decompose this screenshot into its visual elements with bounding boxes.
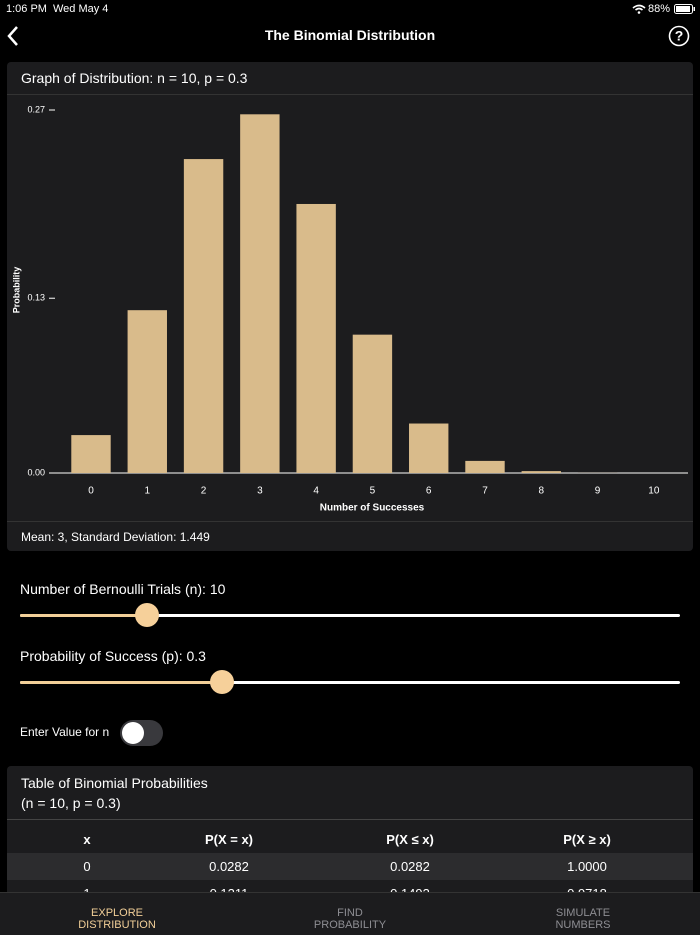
help-button[interactable]: ? bbox=[668, 25, 690, 47]
x-tick-label: 4 bbox=[313, 486, 319, 497]
x-tick-label: 9 bbox=[595, 486, 601, 497]
column-header: P(X = x) bbox=[139, 832, 319, 847]
divider bbox=[7, 521, 693, 522]
battery-text: 88% bbox=[648, 3, 670, 15]
tab[interactable]: SIMULATE NUMBERS bbox=[543, 907, 623, 931]
chart: Probability Number of Successes 0.00 0.13… bbox=[0, 95, 700, 520]
column-header: P(X ≥ x) bbox=[497, 832, 677, 847]
graph-summary: Mean: 3, Standard Deviation: 1.449 bbox=[21, 530, 210, 544]
bar bbox=[240, 114, 279, 473]
x-tick-label: 5 bbox=[370, 486, 376, 497]
p-slider[interactable] bbox=[20, 681, 680, 684]
y-tick-label: 0.00 bbox=[27, 467, 45, 477]
bar bbox=[184, 159, 223, 473]
table-card: Table of Binomial Probabilities (n = 10,… bbox=[7, 766, 693, 896]
x-tick-label: 8 bbox=[539, 486, 545, 497]
x-tick-label: 0 bbox=[88, 486, 94, 497]
x-axis-title: Number of Successes bbox=[320, 503, 425, 514]
bar bbox=[71, 435, 110, 473]
x-tick-label: 10 bbox=[648, 486, 660, 497]
slider-thumb[interactable] bbox=[210, 670, 234, 694]
table-cell: 0.0282 bbox=[139, 859, 319, 874]
status-date: Wed May 4 bbox=[53, 3, 108, 15]
nav-title: The Binomial Distribution bbox=[0, 27, 700, 43]
table-subtitle: (n = 10, p = 0.3) bbox=[21, 795, 121, 811]
column-header: P(X ≤ x) bbox=[320, 832, 500, 847]
table-cell: 0.0282 bbox=[320, 859, 500, 874]
n-slider[interactable] bbox=[20, 614, 680, 617]
x-tick-label: 7 bbox=[482, 486, 488, 497]
status-time: 1:06 PM bbox=[6, 3, 47, 15]
n-slider-label: Number of Bernoulli Trials (n): 10 bbox=[20, 581, 225, 597]
bar bbox=[128, 310, 167, 473]
bar bbox=[296, 204, 335, 473]
toggle-label: Enter Value for n bbox=[20, 725, 109, 739]
battery-icon bbox=[674, 4, 696, 14]
toggle[interactable] bbox=[120, 720, 163, 746]
bar bbox=[465, 461, 504, 473]
svg-text:?: ? bbox=[675, 28, 684, 44]
x-tick-label: 6 bbox=[426, 486, 432, 497]
x-tick-label: 3 bbox=[257, 486, 263, 497]
wifi-icon bbox=[632, 4, 646, 14]
p-slider-label: Probability of Success (p): 0.3 bbox=[20, 648, 206, 664]
bar bbox=[409, 424, 448, 473]
tab[interactable]: FIND PROBABILITY bbox=[310, 907, 390, 931]
bar bbox=[353, 335, 392, 473]
table-cell: 1.0000 bbox=[497, 859, 677, 874]
slider-thumb[interactable] bbox=[135, 603, 159, 627]
graph-title: Graph of Distribution: n = 10, p = 0.3 bbox=[21, 70, 247, 86]
y-tick-label: 0.13 bbox=[27, 293, 45, 303]
x-tick-label: 1 bbox=[144, 486, 150, 497]
table-title: Table of Binomial Probabilities bbox=[21, 775, 208, 791]
y-axis-title: Probability bbox=[11, 267, 21, 314]
tab[interactable]: EXPLORE DISTRIBUTION bbox=[77, 907, 157, 931]
y-tick-label: 0.27 bbox=[27, 104, 45, 114]
bar bbox=[522, 471, 561, 473]
x-tick-label: 2 bbox=[201, 486, 207, 497]
